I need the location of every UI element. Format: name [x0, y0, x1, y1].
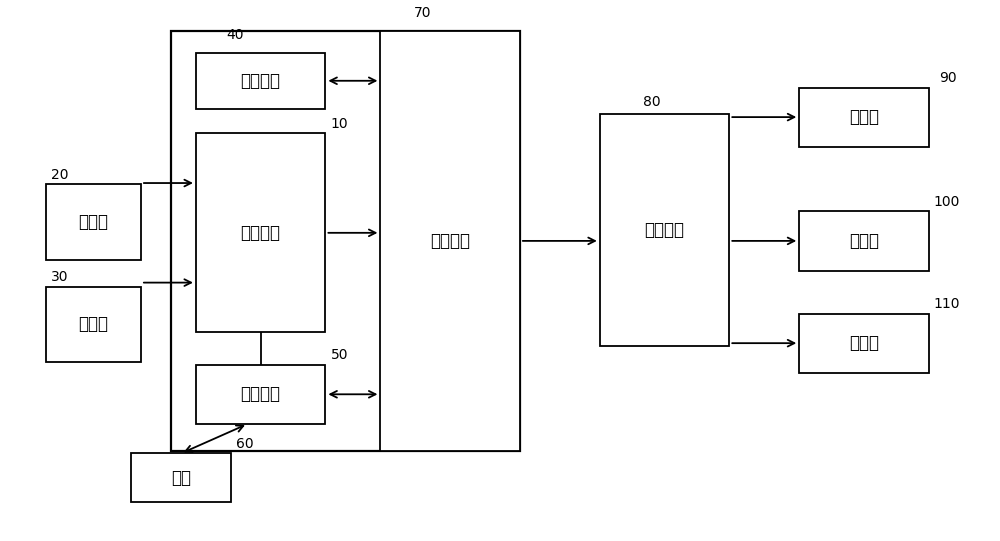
Text: 增压阀: 增压阀 — [849, 108, 879, 126]
Bar — [196, 133, 325, 332]
Text: 30: 30 — [51, 270, 69, 284]
Bar — [46, 184, 141, 260]
Text: 40: 40 — [226, 28, 243, 42]
Text: 压力表: 压力表 — [79, 213, 109, 231]
Bar — [131, 453, 231, 502]
Bar — [196, 52, 325, 109]
Text: 控制模块: 控制模块 — [430, 232, 470, 250]
Text: 通信模块: 通信模块 — [241, 385, 281, 403]
Text: 100: 100 — [934, 195, 960, 209]
Text: 90: 90 — [939, 71, 956, 85]
Bar — [46, 287, 141, 362]
Text: 驱动模块: 驱动模块 — [645, 221, 685, 239]
Text: 液位计: 液位计 — [79, 315, 109, 333]
Text: 采样模块: 采样模块 — [241, 224, 281, 242]
Text: 110: 110 — [934, 297, 960, 311]
Text: 80: 80 — [643, 95, 660, 109]
Bar — [171, 31, 520, 451]
Bar — [799, 88, 929, 147]
Bar — [380, 31, 520, 451]
Text: 10: 10 — [330, 116, 348, 130]
Bar — [600, 114, 729, 346]
Text: 显示模块: 显示模块 — [241, 72, 281, 90]
Text: 节约阀: 节约阀 — [849, 334, 879, 352]
Bar — [799, 314, 929, 373]
Bar — [196, 365, 325, 424]
Bar — [799, 212, 929, 270]
Text: 放空阀: 放空阀 — [849, 232, 879, 250]
Text: 50: 50 — [330, 348, 348, 362]
Text: 60: 60 — [236, 437, 253, 451]
Text: 20: 20 — [51, 168, 69, 182]
Text: 云端: 云端 — [171, 469, 191, 487]
Text: 70: 70 — [413, 6, 431, 20]
